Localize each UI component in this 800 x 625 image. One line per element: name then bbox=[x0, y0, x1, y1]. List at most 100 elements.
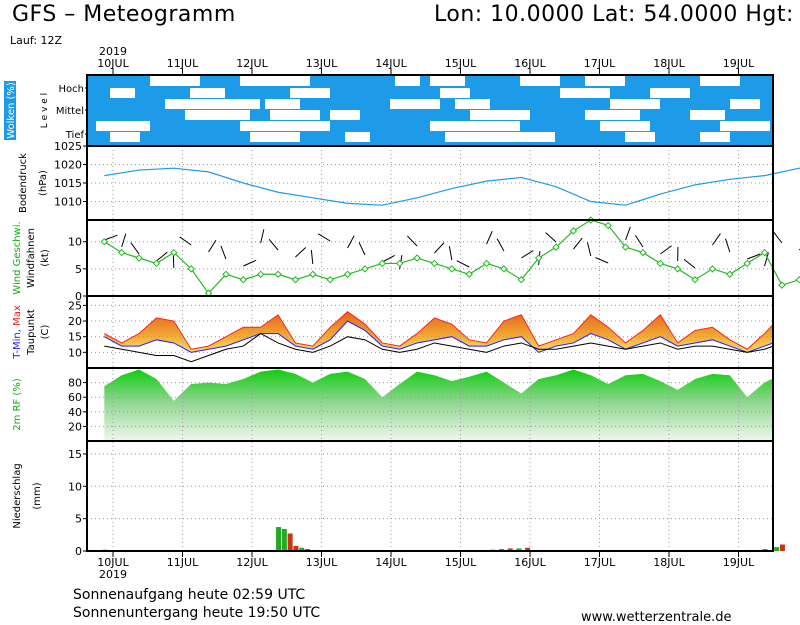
day-label-top: 17JUL bbox=[584, 57, 616, 70]
wind-speed-point bbox=[604, 221, 612, 230]
cloud-gap bbox=[690, 110, 725, 120]
wind-speed-point bbox=[135, 254, 143, 262]
wind-speed-point bbox=[795, 276, 800, 284]
precipitation-tick-label: 5 bbox=[75, 513, 82, 526]
wind-speed-point bbox=[552, 243, 560, 251]
wind-barb bbox=[573, 237, 583, 250]
wind-speed-point bbox=[100, 238, 109, 246]
wind-speed-point bbox=[534, 254, 543, 262]
wind-barb bbox=[683, 258, 696, 269]
wind-barb bbox=[347, 235, 355, 249]
wind-tick-label: 0 bbox=[75, 290, 82, 303]
pressure-line bbox=[104, 167, 800, 206]
wind-speed-point bbox=[500, 265, 508, 273]
wind-speed-point bbox=[222, 270, 230, 278]
wind-barb bbox=[260, 229, 265, 244]
cloud-gap bbox=[185, 110, 250, 120]
cloud-gap bbox=[600, 121, 650, 131]
cloud-gap bbox=[720, 121, 770, 131]
wind-barb bbox=[456, 260, 470, 268]
meteogram-title: GFS – Meteogramm bbox=[12, 2, 236, 27]
wind-barb bbox=[220, 245, 227, 260]
day-label-bottom: 13JUL bbox=[306, 556, 338, 569]
wind-speed-point bbox=[256, 270, 265, 278]
precipitation-tick-label: 0 bbox=[75, 545, 82, 558]
cloud-gap bbox=[395, 76, 420, 86]
cloud-gap bbox=[560, 88, 610, 98]
cloud-gap bbox=[250, 132, 300, 142]
wind-speed-point bbox=[430, 259, 439, 268]
wind-speed-point bbox=[448, 265, 456, 273]
wind-barb bbox=[625, 226, 631, 241]
cloud-gap bbox=[700, 76, 740, 86]
wind-speed-point bbox=[117, 248, 126, 257]
cloud-ylabel: Wolken (%) bbox=[6, 82, 17, 139]
day-label-bottom: 15JUL bbox=[445, 556, 477, 569]
sunrise-text: Sonnenaufgang heute 02:59 UTC bbox=[73, 587, 306, 603]
wind-speed-point bbox=[778, 281, 786, 289]
precipitation-bar bbox=[299, 547, 305, 551]
wind-barb bbox=[660, 245, 672, 255]
wind-barb bbox=[295, 247, 307, 258]
location-coordinates: Lon: 10.0000 Lat: 54.0000 Hgt: 2 bbox=[434, 2, 800, 27]
wind-barb bbox=[595, 257, 609, 264]
year-label-bottom: 2019 bbox=[99, 568, 127, 581]
wind-barb bbox=[382, 254, 395, 263]
wind-barb bbox=[521, 250, 534, 259]
tmax-label: Max bbox=[12, 305, 23, 326]
wind-speed-point bbox=[326, 276, 334, 284]
cloud-gap bbox=[270, 110, 320, 120]
precipitation-tick-label: 15 bbox=[68, 448, 82, 461]
panel-frame bbox=[86, 440, 774, 552]
day-label-top: 10JUL bbox=[97, 57, 129, 70]
dewpoint-ylabel: Taupunkt bbox=[26, 309, 37, 356]
cloud-gap bbox=[520, 76, 560, 86]
day-label-top: 15JUL bbox=[445, 57, 477, 70]
wind-barb bbox=[310, 250, 314, 265]
website-link[interactable]: www.wetterzentrale.de bbox=[581, 610, 732, 625]
wind-barb bbox=[496, 238, 505, 252]
tmin-label: T-Min, bbox=[12, 326, 23, 360]
tmax-line bbox=[104, 311, 773, 350]
wind-speed-point bbox=[395, 259, 404, 268]
sunset-text: Sonnenuntergang heute 19:50 UTC bbox=[73, 605, 321, 621]
wind-barb bbox=[545, 232, 557, 243]
panel-frame bbox=[86, 219, 774, 297]
pressure-tick-label: 1025 bbox=[54, 140, 82, 153]
wind-speed-point bbox=[726, 270, 734, 278]
cloud-gap bbox=[585, 76, 625, 86]
wind-speed-point bbox=[656, 259, 665, 268]
wind-barb bbox=[268, 238, 279, 251]
pressure-unit: (hPa) bbox=[38, 170, 49, 196]
day-label-bottom: 18JUL bbox=[653, 556, 685, 569]
precipitation-bar bbox=[293, 545, 299, 551]
wind-speed-point bbox=[743, 259, 751, 268]
precipitation-bar bbox=[774, 547, 780, 551]
precipitation-ylabel: Niederschlag bbox=[12, 463, 23, 528]
cloud-gap bbox=[625, 132, 655, 142]
cloud-gap bbox=[430, 76, 465, 86]
precipitation-bar bbox=[525, 547, 531, 551]
cloud-level-hoch: Hoch bbox=[59, 84, 84, 95]
wind-barb bbox=[104, 234, 118, 241]
precipitation-unit: (mm) bbox=[32, 482, 43, 509]
wind-speed-point bbox=[691, 276, 699, 284]
humidity-tick-label: 20 bbox=[68, 420, 82, 433]
cloud-gap bbox=[96, 121, 150, 131]
wind-barb bbox=[773, 231, 783, 244]
cloud-gap bbox=[345, 132, 370, 142]
wind-barb bbox=[358, 242, 366, 256]
wind-speed-point bbox=[378, 259, 387, 268]
panel-frame bbox=[86, 145, 774, 221]
wind-speed-point bbox=[274, 270, 282, 278]
humidity-tick-label: 60 bbox=[68, 391, 82, 404]
day-label-bottom: 11JUL bbox=[167, 556, 199, 569]
precipitation-bar bbox=[287, 533, 293, 551]
cloud-gap bbox=[445, 132, 555, 142]
cloud-gap bbox=[240, 121, 330, 131]
cloud-gap bbox=[265, 99, 300, 109]
tmin-line bbox=[104, 320, 773, 353]
wind-speed-point bbox=[673, 265, 682, 273]
cloud-gap bbox=[700, 132, 730, 142]
temperature-ylabel: T-Min, Max bbox=[12, 305, 23, 360]
